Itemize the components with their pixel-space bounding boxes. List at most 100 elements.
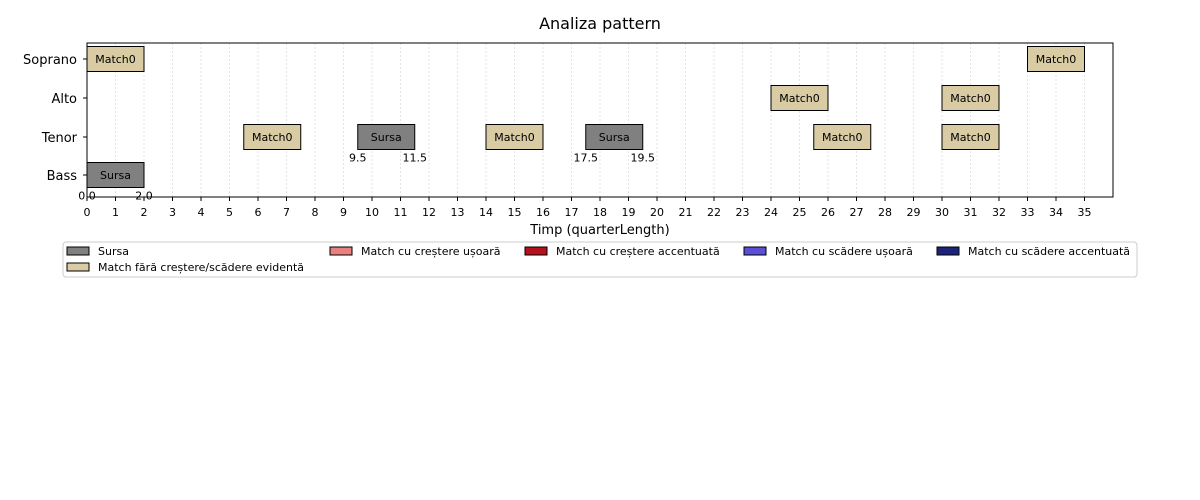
segment-bar (941, 124, 1000, 150)
segment-bar (86, 46, 145, 72)
legend-swatch (329, 246, 353, 256)
x-tick-label: 29 (907, 206, 921, 219)
x-axis-ticks: 0 1 2 3 4 5 6 7 8 9 10 11 12 13 14 15 16 17 18 19 20 21 22 23 24… (84, 197, 1092, 219)
legend-item-match-down-small: Match cu scădere ușoară (743, 245, 913, 258)
segment-label: Match0 (950, 92, 991, 105)
segment-label: Sursa (100, 169, 131, 182)
segment-label: Match0 (822, 131, 863, 144)
segments-layer: Match0 Match0 Match0 Match0 Match0 Sursa Match… (86, 46, 1085, 188)
legend-label: Match cu scădere accentuată (968, 245, 1130, 258)
segment-tenor: Match0 (485, 124, 544, 150)
segment-tenor: Sursa (585, 124, 644, 150)
x-tick-label: 5 (226, 206, 233, 219)
x-tick-label: 9 (340, 206, 347, 219)
segment-bar (813, 124, 872, 150)
segment-bass: Sursa (86, 162, 145, 188)
x-tick-label: 11 (394, 206, 408, 219)
x-tick-label: 15 (508, 206, 522, 219)
x-axis-label: Timp (quarterLength) (529, 223, 669, 238)
legend-swatch (743, 246, 767, 256)
segment-tenor: Sursa (357, 124, 416, 150)
y-tick-label-bass: Bass (47, 169, 78, 184)
x-tick-label: 6 (255, 206, 262, 219)
segment-bar (585, 124, 644, 150)
x-tick-label: 2 (141, 206, 148, 219)
segment-bar (243, 124, 302, 150)
segment-label: Match0 (1036, 53, 1077, 66)
segment-bar (1027, 46, 1085, 72)
segment-alto: Match0 (770, 85, 829, 111)
x-tick-label: 0 (84, 206, 91, 219)
y-axis-ticks: Soprano Alto Tenor Bass (23, 53, 87, 184)
grid-lines (86, 43, 1085, 197)
segment-tenor: Match0 (941, 124, 1000, 150)
x-tick-label: 28 (878, 206, 892, 219)
segment-bound-label: 2.0 (135, 190, 153, 203)
x-tick-label: 19 (622, 206, 636, 219)
x-tick-label: 30 (935, 206, 949, 219)
x-tick-label: 22 (707, 206, 721, 219)
x-tick-label: 18 (593, 206, 607, 219)
x-tick-label: 25 (793, 206, 807, 219)
legend-label: Sursa (98, 245, 129, 258)
segment-bound-label: 17.5 (574, 152, 599, 165)
segment-soprano: Match0 (86, 46, 145, 72)
segment-label: Sursa (599, 131, 630, 144)
annotations-layer: 0.0 2.09.5 11.5 17.5 19.5 (78, 152, 655, 203)
segment-tenor: Match0 (813, 124, 872, 150)
x-tick-label: 3 (169, 206, 176, 219)
x-tick-label: 21 (679, 206, 693, 219)
segment-tenor: Match0 (243, 124, 302, 150)
legend-label: Match cu creștere ușoară (361, 245, 500, 258)
legend-swatch (936, 246, 960, 256)
x-tick-label: 1 (112, 206, 119, 219)
segment-label: Match0 (252, 131, 293, 144)
legend-swatch (66, 262, 90, 272)
segment-bar (86, 162, 145, 188)
y-tick-label-alto: Alto (51, 92, 77, 107)
legend: Sursa Match fără creștere/scădere evident… (62, 241, 1138, 278)
segment-bar (941, 85, 1000, 111)
segment-bound-label: 9.5 (349, 152, 367, 165)
x-tick-label: 31 (964, 206, 978, 219)
segment-bar (357, 124, 416, 150)
y-tick-label-tenor: Tenor (41, 131, 78, 146)
segment-label: Sursa (371, 131, 402, 144)
legend-item-match-up-small: Match cu creștere ușoară (329, 245, 500, 258)
segment-soprano: Match0 (1027, 46, 1085, 72)
x-tick-label: 24 (764, 206, 778, 219)
segment-label: Match0 (494, 131, 535, 144)
x-tick-label: 32 (992, 206, 1006, 219)
segment-bar (485, 124, 544, 150)
legend-label: Match cu creștere accentuată (556, 245, 720, 258)
legend-item-match-flat: Match fără creștere/scădere evidentă (66, 261, 304, 274)
x-tick-label: 16 (536, 206, 550, 219)
segment-alto: Match0 (941, 85, 1000, 111)
x-tick-label: 35 (1078, 206, 1092, 219)
segment-bound-label: 19.5 (631, 152, 656, 165)
x-tick-label: 7 (283, 206, 290, 219)
x-tick-label: 14 (479, 206, 493, 219)
legend-label: Match fără creștere/scădere evidentă (98, 261, 304, 274)
segment-bar (770, 85, 829, 111)
x-tick-label: 26 (821, 206, 835, 219)
segment-bound-label: 11.5 (403, 152, 428, 165)
x-tick-label: 12 (422, 206, 436, 219)
x-tick-label: 4 (198, 206, 205, 219)
legend-item-match-down-big: Match cu scădere accentuată (936, 245, 1130, 258)
x-tick-label: 10 (365, 206, 379, 219)
x-tick-label: 20 (650, 206, 664, 219)
legend-item-source: Sursa (66, 245, 129, 258)
y-tick-label-soprano: Soprano (23, 53, 77, 68)
x-tick-label: 33 (1021, 206, 1035, 219)
legend-swatch (66, 246, 90, 256)
chart-title: Analiza pattern (539, 14, 661, 33)
x-tick-label: 27 (850, 206, 864, 219)
segment-label: Match0 (779, 92, 820, 105)
legend-label: Match cu scădere ușoară (775, 245, 913, 258)
x-tick-label: 13 (451, 206, 465, 219)
x-tick-label: 23 (736, 206, 750, 219)
x-tick-label: 34 (1049, 206, 1063, 219)
segment-label: Match0 (950, 131, 991, 144)
